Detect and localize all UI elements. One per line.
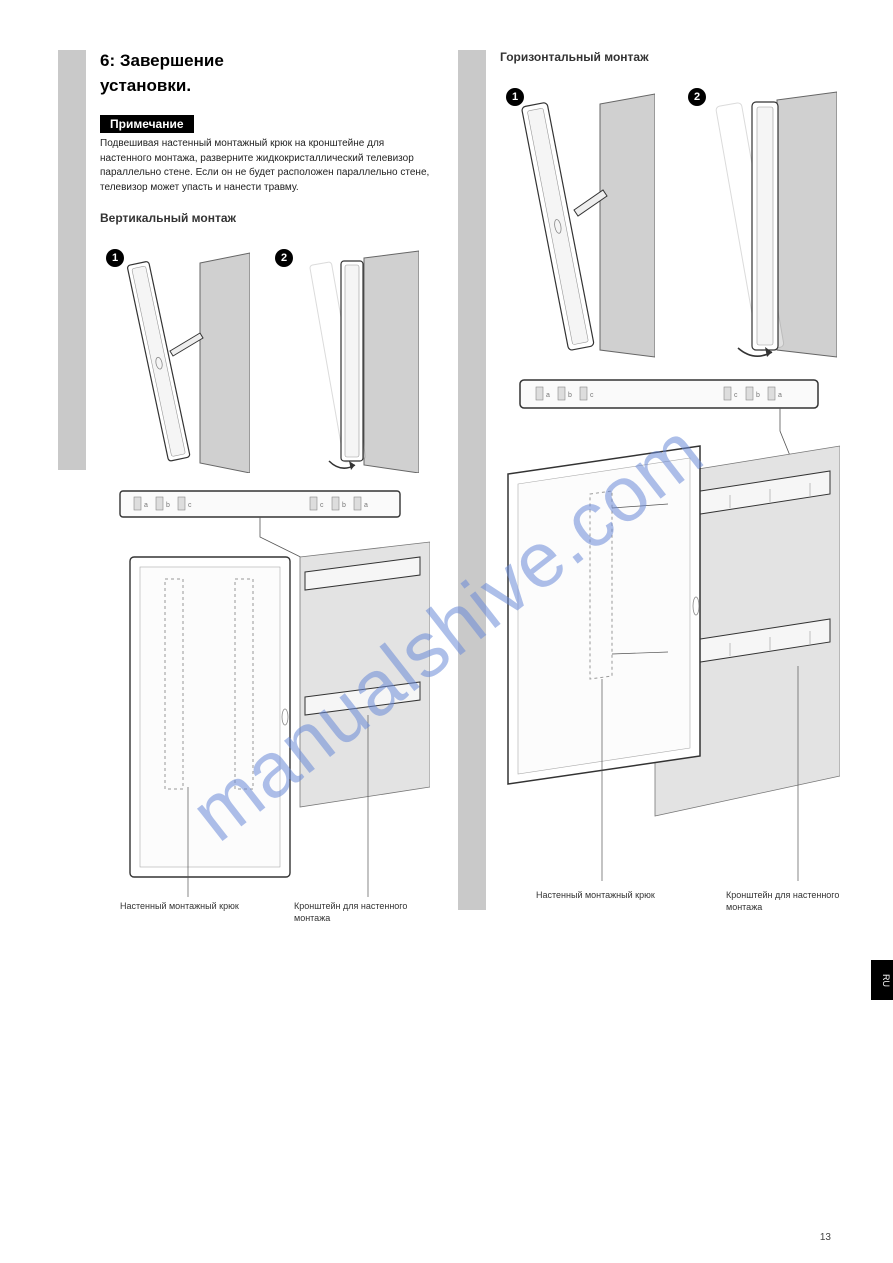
step-heading-line2: установки. [100, 75, 430, 97]
vertical-mount-heading: Вертикальный монтаж [100, 211, 430, 225]
svg-text:a: a [364, 502, 368, 509]
tv-hook-horizontal-step1-icon [500, 82, 655, 362]
right-column: Горизонтальный монтаж 1 [460, 50, 856, 925]
left-bracket-detail: a b c c b a [100, 487, 430, 924]
horizontal-wall-mount-diagram-icon: a b c c b a [500, 376, 840, 896]
page-container: 6: Завершение установки. Примечание Подв… [0, 0, 893, 965]
left-callout-row: Настенный монтажный крюк Кронштейн для н… [100, 901, 430, 924]
page-number: 13 [820, 1232, 831, 1243]
right-bracket-detail: a b c c b a [500, 376, 856, 913]
vertical-wall-mount-diagram-icon: a b c c b a [100, 487, 430, 907]
left-illus-2: 2 [269, 243, 430, 473]
right-callout-row: Настенный монтажный крюк Кронштейн для н… [500, 890, 856, 913]
tv-hook-vertical-step1-icon [100, 243, 250, 473]
right-illus-2: 2 [682, 82, 856, 362]
left-illus-row: 1 2 [100, 243, 430, 473]
svg-text:b: b [166, 502, 170, 509]
svg-text:c: c [188, 502, 192, 509]
svg-text:a: a [144, 502, 148, 509]
horizontal-mount-heading: Горизонтальный монтаж [500, 50, 856, 64]
right-gray-sidebar [458, 50, 486, 910]
callout-bracket-right: Кронштейн для настенного монтажа [726, 890, 856, 913]
language-tab: RU [871, 960, 893, 1000]
svg-text:c: c [320, 502, 324, 509]
step-heading-line1: 6: Завершение [100, 50, 430, 72]
callout-bracket-left: Кронштейн для настенного монтажа [294, 901, 424, 924]
callout-hook-left: Настенный монтажный крюк [120, 901, 250, 924]
left-illus-1: 1 [100, 243, 261, 473]
callout-hook-right: Настенный монтажный крюк [536, 890, 666, 913]
right-illus-row: 1 2 [500, 82, 856, 362]
step-badge-2r: 2 [688, 88, 706, 106]
tv-hook-vertical-step2-icon [269, 243, 419, 473]
svg-text:c: c [590, 392, 594, 399]
step-heading-container: 6: Завершение установки. [100, 50, 430, 97]
svg-text:c: c [734, 392, 738, 399]
left-gray-sidebar [58, 50, 86, 470]
note-block: Примечание Подвешивая настенный монтажны… [100, 115, 430, 195]
step-badge-1r: 1 [506, 88, 524, 106]
svg-text:b: b [342, 502, 346, 509]
svg-text:b: b [756, 392, 760, 399]
svg-text:b: b [568, 392, 572, 399]
tv-hook-horizontal-step2-icon [682, 82, 837, 362]
right-illus-1: 1 [500, 82, 674, 362]
note-body: Подвешивая настенный монтажный крюк на к… [100, 137, 430, 195]
svg-text:a: a [546, 392, 550, 399]
svg-text:a: a [778, 392, 782, 399]
left-column: 6: Завершение установки. Примечание Подв… [60, 50, 430, 925]
note-label: Примечание [100, 115, 194, 133]
